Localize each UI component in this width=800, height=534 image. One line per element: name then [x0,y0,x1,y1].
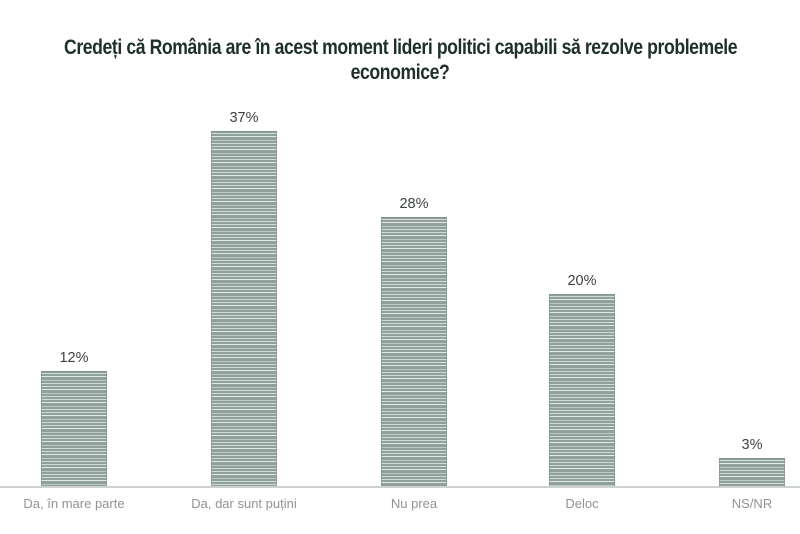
bar-value-label: 37% [229,110,259,126]
bar-group-da-dar-sunt-putini: 37% Da, dar sunt puțini [164,0,324,534]
bar-group-nu-prea: 28% Nu prea [334,0,494,534]
bar [549,294,615,487]
bar-value-label: 28% [399,196,429,212]
chart-title-line-2: economice? [350,61,450,84]
bar [211,131,277,487]
bar-group-da-in-mare-parte: 12% Da, în mare parte [0,0,154,534]
category-label: Deloc [565,496,599,511]
chart-title: Credeți că România are în acest moment l… [64,35,738,85]
category-label: Nu prea [390,496,438,511]
bar-value-label: 20% [567,273,597,289]
bar-value-label: 12% [59,350,89,366]
category-label: Da, în mare parte [23,496,125,511]
bar-value-label: 3% [741,437,763,453]
bar [719,458,785,487]
bar-group-ns-nr: 3% NS/NR [672,0,800,534]
bar [381,217,447,487]
x-axis-line [0,486,800,488]
category-label: NS/NR [731,496,773,511]
bar [41,371,107,487]
category-label: Da, dar sunt puțini [191,496,297,511]
bar-group-deloc: 20% Deloc [502,0,662,534]
chart-title-line-1: Credeți că România are în acest moment l… [64,36,738,59]
